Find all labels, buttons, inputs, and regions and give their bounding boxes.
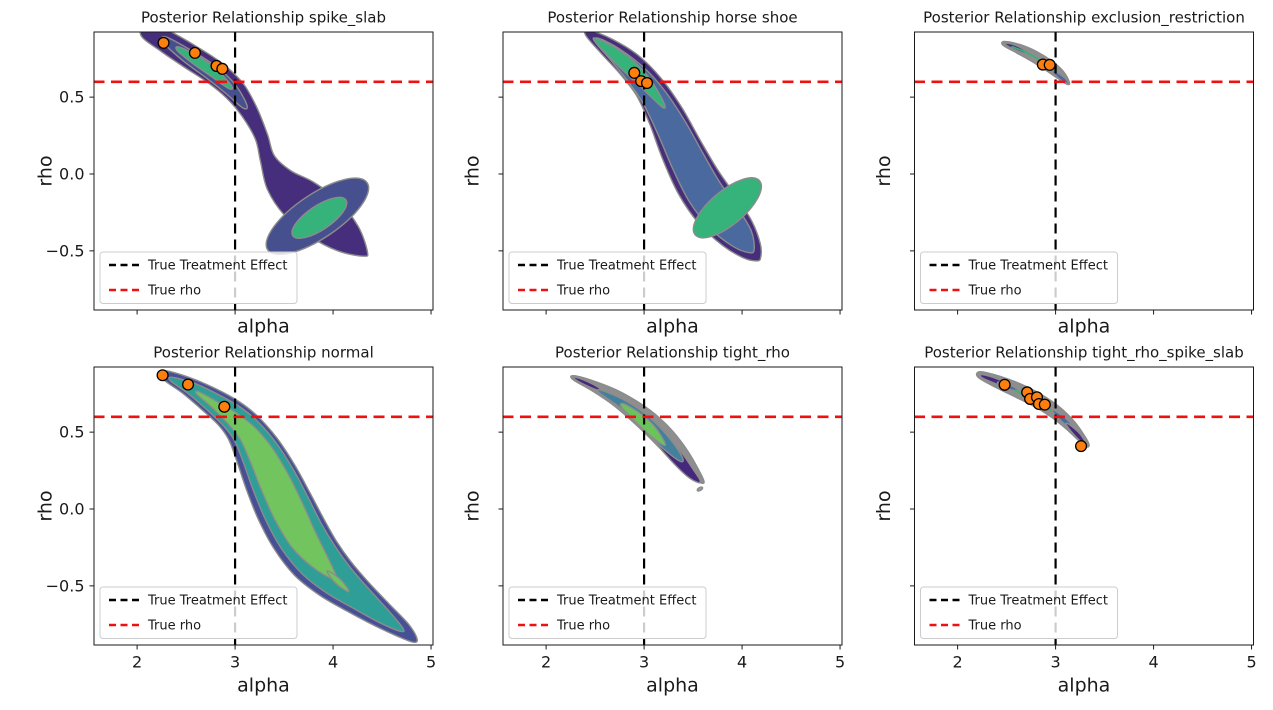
subplot-normal: True Treatment Effect True rho 2 3 4 5 0.5 0.0 −… xyxy=(35,344,437,697)
y-tick-label: 0.0 xyxy=(59,164,84,183)
contour-layers xyxy=(1001,40,1071,86)
legend-label: True rho xyxy=(147,284,201,299)
legend: True Treatment Effect True rho xyxy=(920,586,1118,639)
y-axis-label: rho xyxy=(462,155,484,186)
posterior-mean-point xyxy=(156,369,169,382)
contour-layers xyxy=(570,374,705,492)
x-tick-label: 5 xyxy=(426,653,436,672)
x-axis-label: alpha xyxy=(1058,675,1111,697)
legend-box xyxy=(920,251,1118,304)
contour-band xyxy=(573,376,603,392)
posterior-mean-point xyxy=(182,378,195,391)
x-tick-label: 3 xyxy=(230,653,240,672)
legend-label: True Treatment Effect xyxy=(147,259,287,274)
posterior-mean-point xyxy=(157,36,170,49)
contour-band xyxy=(326,570,350,593)
legend-box xyxy=(99,586,298,639)
legend-label: True rho xyxy=(968,284,1022,299)
axes-spines xyxy=(502,31,843,311)
posterior-mean-point xyxy=(1075,440,1088,453)
contour-band xyxy=(1001,40,1071,86)
y-tick-label: 0.5 xyxy=(59,88,84,107)
x-tick-label: 5 xyxy=(835,653,845,672)
x-axis-label: alpha xyxy=(646,316,699,338)
contour-band xyxy=(291,196,348,239)
posterior-mean-point xyxy=(998,378,1011,391)
legend: True Treatment Effect True rho xyxy=(920,251,1118,304)
axes-spines xyxy=(93,31,434,311)
posterior-mean-point xyxy=(1038,398,1051,411)
x-tick-label: 2 xyxy=(541,653,551,672)
posterior-mean-point xyxy=(216,62,229,75)
legend-label: True Treatment Effect xyxy=(556,594,696,609)
x-axis-label: alpha xyxy=(1058,316,1111,338)
y-axis-label: rho xyxy=(462,490,484,521)
x-axis-label: alpha xyxy=(237,675,290,697)
subplot-title: Posterior Relationship exclusion_restric… xyxy=(923,9,1245,28)
contour-band xyxy=(175,46,234,91)
x-tick-label: 3 xyxy=(639,653,649,672)
legend: True Treatment Effect True rho xyxy=(508,251,707,304)
subplot-exclusion-restriction: True Treatment Effect True rho Posterior R… xyxy=(873,9,1254,338)
posterior-mean-point xyxy=(640,76,654,90)
y-axis-label: rho xyxy=(873,155,895,186)
contour-band xyxy=(1051,70,1069,85)
legend-label: True Treatment Effect xyxy=(556,259,696,274)
x-tick-label: 4 xyxy=(737,653,747,672)
y-tick-label: −0.5 xyxy=(46,241,85,260)
subplot-title: Posterior Relationship horse shoe xyxy=(547,9,797,27)
legend-box xyxy=(920,586,1118,639)
y-tick-label: −0.5 xyxy=(46,576,85,595)
x-axis-label: alpha xyxy=(646,675,699,697)
axes-spines xyxy=(914,31,1254,311)
contour-band xyxy=(692,177,763,239)
posterior-mean-point xyxy=(628,66,641,79)
x-axis-label: alpha xyxy=(237,316,290,338)
legend-box xyxy=(508,586,707,639)
legend: True Treatment Effect True rho xyxy=(99,251,298,304)
subplot-tight-rho-spike-slab: True Treatment Effect True rho 2 3 4 5 Posteri… xyxy=(873,344,1257,697)
x-tick-label: 2 xyxy=(132,653,142,672)
axes-spines xyxy=(914,366,1254,646)
subplot-title: Posterior Relationship spike_slab xyxy=(141,9,386,28)
legend-box xyxy=(508,251,707,304)
subplot-title: Posterior Relationship normal xyxy=(153,344,373,362)
posterior-mean-point xyxy=(188,46,201,59)
subplot-title: Posterior Relationship tight_rho_spike_s… xyxy=(924,344,1244,363)
subplot-horse-shoe: True Treatment Effect True rho Posterior R… xyxy=(462,9,843,338)
legend: True Treatment Effect True rho xyxy=(99,586,298,639)
legend-label: True rho xyxy=(556,619,610,634)
legend-label: True Treatment Effect xyxy=(968,594,1108,609)
legend-box xyxy=(99,251,298,304)
subplot-title: Posterior Relationship tight_rho xyxy=(555,344,790,363)
y-tick-label: 0.5 xyxy=(59,423,84,442)
posterior-mean-point xyxy=(218,400,231,413)
subplot-tight-rho: True Treatment Effect True rho 2 3 4 5 Posteri… xyxy=(462,344,846,697)
legend-label: True rho xyxy=(147,619,201,634)
legend: True Treatment Effect True rho xyxy=(508,586,707,639)
x-tick-label: 4 xyxy=(328,653,338,672)
contour-band xyxy=(696,486,704,492)
y-axis-label: rho xyxy=(873,490,895,521)
x-tick-label: 4 xyxy=(1148,653,1158,672)
contour-layers xyxy=(139,31,370,257)
legend-label: True Treatment Effect xyxy=(968,259,1108,274)
subplot-spike-slab: True Treatment Effect True rho 0.5 0.0 −0.5 P… xyxy=(35,9,434,338)
legend-label: True rho xyxy=(968,619,1022,634)
y-axis-label: rho xyxy=(35,155,57,186)
x-tick-label: 3 xyxy=(1050,653,1060,672)
y-tick-label: 0.0 xyxy=(59,499,84,518)
axes-spines xyxy=(502,366,843,646)
legend-label: True rho xyxy=(556,284,610,299)
y-axis-label: rho xyxy=(35,490,57,521)
contour-band xyxy=(619,402,667,447)
posterior-mean-point xyxy=(1043,58,1056,71)
x-tick-label: 5 xyxy=(1246,653,1256,672)
axes-spines xyxy=(93,366,434,646)
legend-label: True Treatment Effect xyxy=(147,594,287,609)
x-tick-label: 2 xyxy=(953,653,963,672)
